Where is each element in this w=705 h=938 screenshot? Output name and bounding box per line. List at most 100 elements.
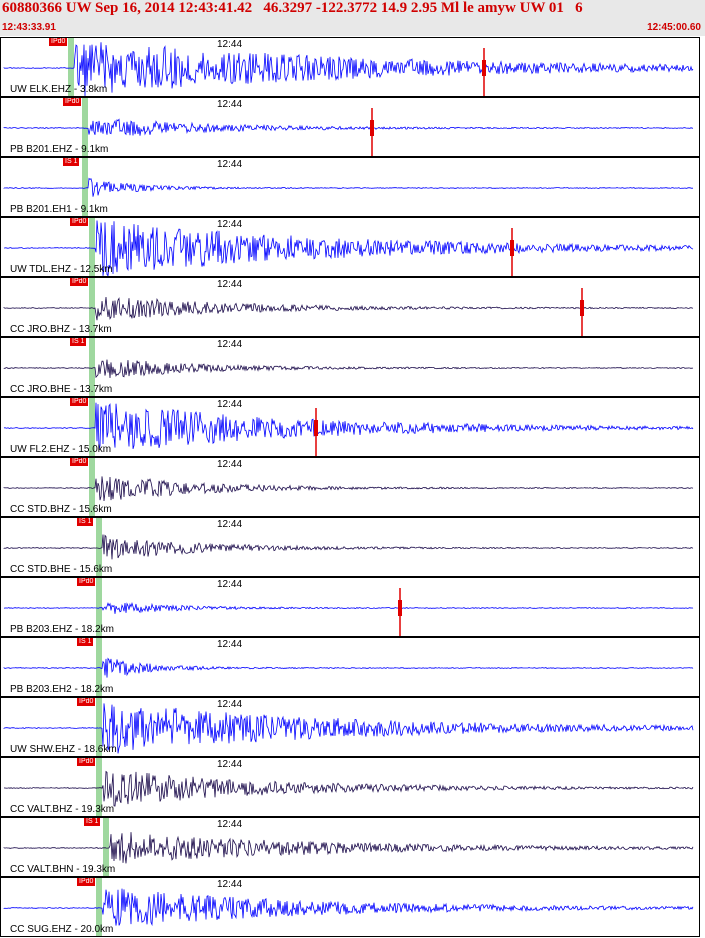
amplitude-marker-body [370,120,374,136]
waveform-trace [3,359,694,379]
phase-pick-flag[interactable]: IPd0 [63,98,82,106]
trace-panel[interactable]: IS 1 12:44 PB B201.EH1 - 9.1km [0,157,700,217]
waveform-plot [3,578,694,636]
waveform-trace [3,602,694,614]
amplitude-marker-body [482,60,486,76]
amplitude-marker-body [398,600,402,616]
waveform-trace [3,42,694,96]
waveform-plot [3,98,693,156]
trace-panel[interactable]: IS 1 12:44 PB B203.EH2 - 18.2km [0,637,700,697]
trace-panel[interactable]: IPd0 12:44 UW ELK.EHZ - 3.8km [0,37,700,97]
time-start-label: 12:43:33.91 [2,22,56,33]
event-header: 60880366 UW Sep 16, 2014 12:43:41.42 46.… [0,0,705,36]
station-label: CC JRO.BHE - 13.7km [10,384,113,395]
phase-pick-flag[interactable]: IPd0 [70,458,89,466]
station-label: CC STD.BHE - 15.6km [10,564,113,575]
waveform-plot [3,758,694,816]
trace-panel[interactable]: IPd0 12:44 CC JRO.BHZ - 13.7km [0,277,700,337]
time-tick-label: 12:44 [217,459,243,470]
station-label: UW TDL.EHZ - 12.5km [10,264,113,275]
phase-band [89,218,95,276]
station-label: PB B203.EHZ - 18.2km [10,624,114,635]
phase-band [96,518,102,576]
trace-panel[interactable]: IPd0 12:44 PB B201.EHZ - 9.1km [0,97,700,157]
amplitude-marker-body [580,300,584,316]
station-label: CC JRO.BHZ - 13.7km [10,324,112,335]
phase-pick-flag[interactable]: IS 1 [77,638,94,646]
waveform-plot [3,878,694,936]
phase-band [89,398,95,456]
waveform-plot [3,698,694,756]
time-tick-label: 12:44 [217,339,243,350]
time-tick-label: 12:44 [217,159,243,170]
waveform-trace [3,177,693,197]
trace-panel[interactable]: IS 1 12:44 CC JRO.BHE - 13.7km [0,337,700,397]
waveform-plot [3,638,694,696]
waveform-plot [3,398,694,456]
phase-pick-flag[interactable]: IPd0 [77,878,96,886]
phase-pick-flag[interactable]: IPd0 [70,278,89,286]
trace-panel[interactable]: IPd0 12:44 PB B203.EHZ - 18.2km [0,577,700,637]
phase-band [89,278,95,336]
phase-pick-flag[interactable]: IPd0 [70,398,89,406]
phase-pick-flag[interactable]: IPd0 [70,218,89,226]
waveform-plot [3,38,694,96]
time-tick-label: 12:44 [217,819,243,830]
waveform-trace [3,888,694,927]
waveform-plot [3,278,694,336]
time-tick-label: 12:44 [217,219,243,230]
phase-band [96,758,102,816]
station-label: CC VALT.BHZ - 19.3km [10,804,115,815]
phase-pick-flag[interactable]: IS 1 [84,818,101,826]
amplitude-marker-body [510,240,514,256]
phase-pick-flag[interactable]: IS 1 [70,338,87,346]
event-title: 60880366 UW Sep 16, 2014 12:43:41.42 46.… [2,0,583,16]
phase-band [82,158,88,216]
trace-panel[interactable]: IPd0 12:44 UW FL2.EHZ - 15.0km [0,397,700,457]
phase-band [96,638,102,696]
phase-pick-flag[interactable]: IS 1 [77,518,94,526]
time-tick-label: 12:44 [217,879,243,890]
time-tick-label: 12:44 [217,699,243,710]
station-label: CC STD.BHZ - 15.6km [10,504,112,515]
trace-panel[interactable]: IPd0 12:44 CC STD.BHZ - 15.6km [0,457,700,517]
waveform-trace [3,770,694,807]
phase-band [96,878,102,936]
time-tick-label: 12:44 [217,639,243,650]
phase-band [96,698,102,756]
phase-pick-flag[interactable]: IPd0 [49,38,68,46]
time-tick-label: 12:44 [217,519,243,530]
trace-panel[interactable]: IS 1 12:44 CC VALT.BHN - 19.3km [0,817,700,877]
time-tick-label: 12:44 [217,759,243,770]
waveform-trace [3,296,694,321]
phase-pick-flag[interactable]: IS 1 [63,158,80,166]
station-label: UW ELK.EHZ - 3.8km [10,84,108,95]
phase-band [89,458,95,516]
time-end-label: 12:45:00.60 [647,22,701,33]
phase-pick-flag[interactable]: IPd0 [77,758,96,766]
waveform-trace [3,703,694,754]
waveform-trace [3,534,694,560]
waveform-trace [3,657,694,678]
waveform-trace [3,476,694,502]
trace-panel[interactable]: IPd0 12:44 CC SUG.EHZ - 20.0km [0,877,700,937]
waveform-trace [3,402,694,450]
phase-band [96,578,102,636]
waveform-plot [3,518,694,576]
trace-panel[interactable]: IPd0 12:44 CC VALT.BHZ - 19.3km [0,757,700,817]
time-tick-label: 12:44 [217,579,243,590]
station-label: CC VALT.BHN - 19.3km [10,864,116,875]
time-tick-label: 12:44 [217,279,243,290]
phase-pick-flag[interactable]: IPd0 [77,698,96,706]
time-tick-label: 12:44 [217,39,243,50]
trace-panel[interactable]: IPd0 12:44 UW SHW.EHZ - 18.6km [0,697,700,757]
phase-pick-flag[interactable]: IPd0 [77,578,96,586]
station-label: UW SHW.EHZ - 18.6km [10,744,117,755]
time-tick-label: 12:44 [217,99,243,110]
trace-panel[interactable]: IPd0 12:44 UW TDL.EHZ - 12.5km [0,217,700,277]
waveform-plot [3,338,694,396]
trace-panel[interactable]: IS 1 12:44 CC STD.BHE - 15.6km [0,517,700,577]
station-label: PB B201.EH1 - 9.1km [10,204,108,215]
waveform-trace [4,220,694,276]
phase-band [82,98,88,156]
